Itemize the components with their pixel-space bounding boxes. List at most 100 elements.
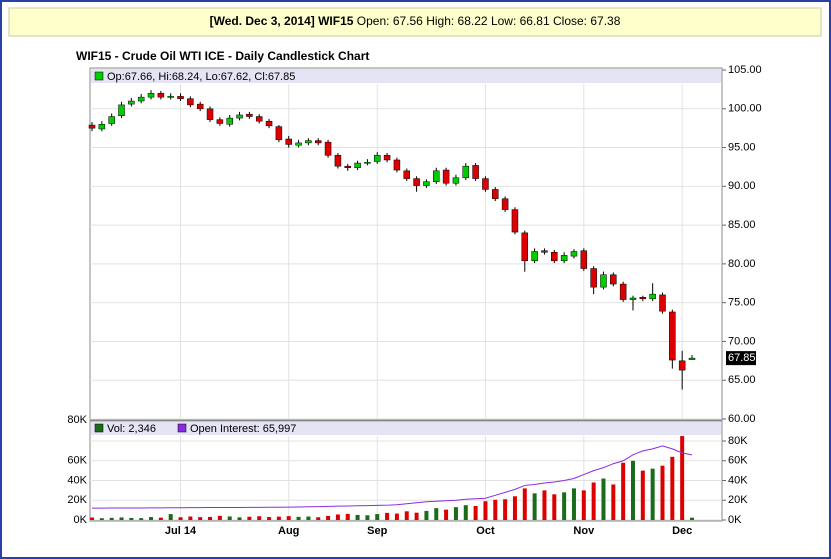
y-tick-label: 40K (67, 474, 87, 486)
volume-bar (335, 514, 340, 520)
candle-body (275, 126, 283, 141)
y-tick-label: 95.00 (728, 141, 756, 153)
volume-bar (434, 508, 439, 520)
candle-body (393, 159, 401, 171)
candle-body (570, 251, 578, 257)
volume-bar (601, 478, 606, 520)
volume-bar (650, 468, 655, 520)
candle-body (639, 296, 647, 300)
candle-body (551, 252, 558, 262)
volume-bar (473, 505, 478, 520)
header-text: [Wed. Dec 3, 2014] WIF15 Open: 67.56 Hig… (210, 14, 621, 28)
y-tick-label: 100.00 (728, 103, 762, 115)
volume-bar (375, 514, 380, 520)
header-close: Close: 67.38 (553, 14, 621, 28)
y-tick-label: 105.00 (728, 64, 762, 76)
volume-bar (611, 484, 616, 520)
candle-body (305, 140, 312, 144)
candle-body (678, 360, 686, 371)
candle-body (98, 124, 106, 130)
candle-body (177, 96, 184, 99)
candle-body (137, 96, 145, 102)
volume-bar (178, 517, 183, 520)
price-pane (89, 67, 723, 421)
candle-body (295, 142, 302, 146)
volume-bar (571, 488, 576, 520)
candle-body (344, 165, 351, 168)
volume-bar (444, 509, 449, 520)
legend-text: Vol: 2,346 (107, 423, 156, 435)
volume-bar (532, 493, 537, 520)
header-open: Open: 67.56 (357, 14, 423, 28)
volume-bar (168, 514, 173, 520)
volume-bar (493, 499, 498, 520)
x-tick-label: Nov (573, 525, 595, 537)
header-high: High: 68.22 (426, 14, 488, 28)
volume-bar (630, 460, 635, 520)
volume-bar (621, 462, 626, 520)
candle-body (334, 155, 342, 167)
y-tick-label: 20K (67, 494, 87, 506)
candle-body (688, 357, 696, 360)
volume-bar (503, 499, 508, 520)
volume-bar (149, 517, 154, 520)
legend-text: Open Interest: 65,997 (190, 423, 296, 435)
y-tick-label: 80K (728, 435, 748, 447)
volume-bar (414, 512, 419, 520)
x-tick-label: Sep (367, 525, 387, 537)
candle-body (167, 96, 174, 98)
y-tick-label: 0K (728, 514, 742, 526)
candle-body (187, 98, 194, 106)
volume-bar (296, 516, 301, 520)
volume-bar (276, 516, 281, 520)
candle-body (442, 169, 450, 184)
candle-body (196, 103, 204, 110)
volume-bar (522, 488, 527, 520)
volume-bar (267, 517, 272, 520)
y-tick-label: 0K (74, 514, 88, 526)
candle-body (255, 116, 263, 122)
candle-body (433, 170, 440, 182)
candle-body (216, 119, 224, 124)
candle-body (560, 255, 568, 262)
candle-body (580, 250, 588, 269)
volume-bar (286, 516, 291, 520)
y-tick-label: 60.00 (728, 413, 756, 425)
volume-bar (198, 517, 203, 520)
volume-bar (139, 518, 144, 520)
y-tick-label: 20K (728, 494, 748, 506)
volume-bar (552, 494, 557, 520)
candle-body (452, 177, 460, 184)
candle-body (511, 209, 519, 233)
volume-bar (424, 510, 429, 520)
candle-body (383, 155, 391, 161)
header-box (8, 7, 822, 37)
x-tick-label: Jul 14 (165, 525, 197, 537)
y-tick-label: 70.00 (728, 335, 756, 347)
candle-body (324, 141, 332, 156)
x-tick-label: Aug (278, 525, 299, 537)
volume-bar (394, 513, 399, 520)
candle-body (147, 93, 155, 98)
candle-body (482, 178, 489, 190)
volume-bar (355, 514, 360, 520)
volume-bar (158, 517, 163, 520)
volume-bar (247, 516, 252, 520)
candle-body (541, 250, 548, 253)
y-tick-label: 60K (67, 455, 87, 467)
candle-body (373, 155, 381, 162)
candle-body (118, 104, 125, 117)
volume-bar (129, 517, 134, 520)
candle-body (649, 293, 656, 300)
volume-bar (640, 470, 645, 520)
y-tick-label: 90.00 (728, 180, 756, 192)
candle-body (236, 114, 243, 119)
legend-text: Op:67.66, Hi:68.24, Lo:67.62, Cl:67.85 (107, 71, 295, 83)
volume-bar (542, 490, 547, 520)
volume-bar (326, 515, 331, 520)
volume-bar (316, 517, 321, 520)
candle-body (354, 162, 361, 168)
candle-body (669, 311, 676, 361)
candle-body (364, 162, 371, 164)
